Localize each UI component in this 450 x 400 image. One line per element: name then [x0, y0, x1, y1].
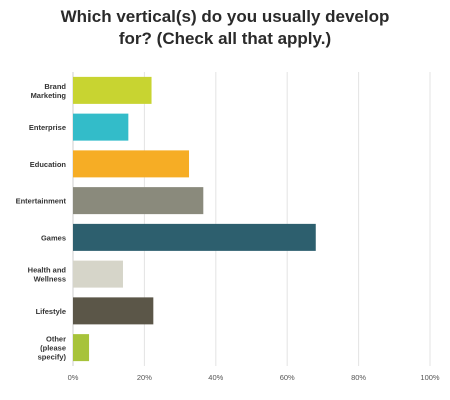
chart-title-line-1: Which vertical(s) do you usually develop — [60, 7, 390, 26]
category-label: Education — [30, 160, 67, 169]
chart-title-line-2: for? (Check all that apply.) — [118, 29, 332, 48]
bar — [73, 150, 190, 178]
category-label: Wellness — [34, 275, 66, 284]
bar — [73, 113, 129, 141]
bars — [73, 76, 316, 362]
bar — [73, 223, 316, 251]
category-label: Enterprise — [29, 123, 66, 132]
chart-title: Which vertical(s) do you usually develop… — [0, 6, 450, 50]
bar — [73, 334, 90, 362]
bar — [73, 187, 204, 215]
x-tick-label: 80% — [351, 373, 366, 382]
category-label: (please — [40, 344, 66, 353]
category-label: Entertainment — [16, 197, 67, 206]
category-label: Other — [46, 335, 66, 344]
x-tick-label: 0% — [68, 373, 79, 382]
bar — [73, 76, 152, 104]
x-tick-label: 40% — [208, 373, 223, 382]
x-tick-label: 20% — [137, 373, 152, 382]
bar — [73, 260, 123, 288]
category-label: Games — [41, 233, 66, 242]
x-axis-tick-labels: 0% 20% 40% 60% 80% 100% — [68, 373, 440, 382]
category-label: Lifestyle — [36, 307, 66, 316]
x-tick-label: 60% — [280, 373, 295, 382]
category-label: specify) — [38, 353, 67, 362]
bar — [73, 297, 154, 325]
category-label: Marketing — [31, 91, 67, 100]
category-label: Health and — [28, 266, 67, 275]
category-label: Brand — [44, 82, 66, 91]
x-tick-label: 100% — [420, 373, 440, 382]
